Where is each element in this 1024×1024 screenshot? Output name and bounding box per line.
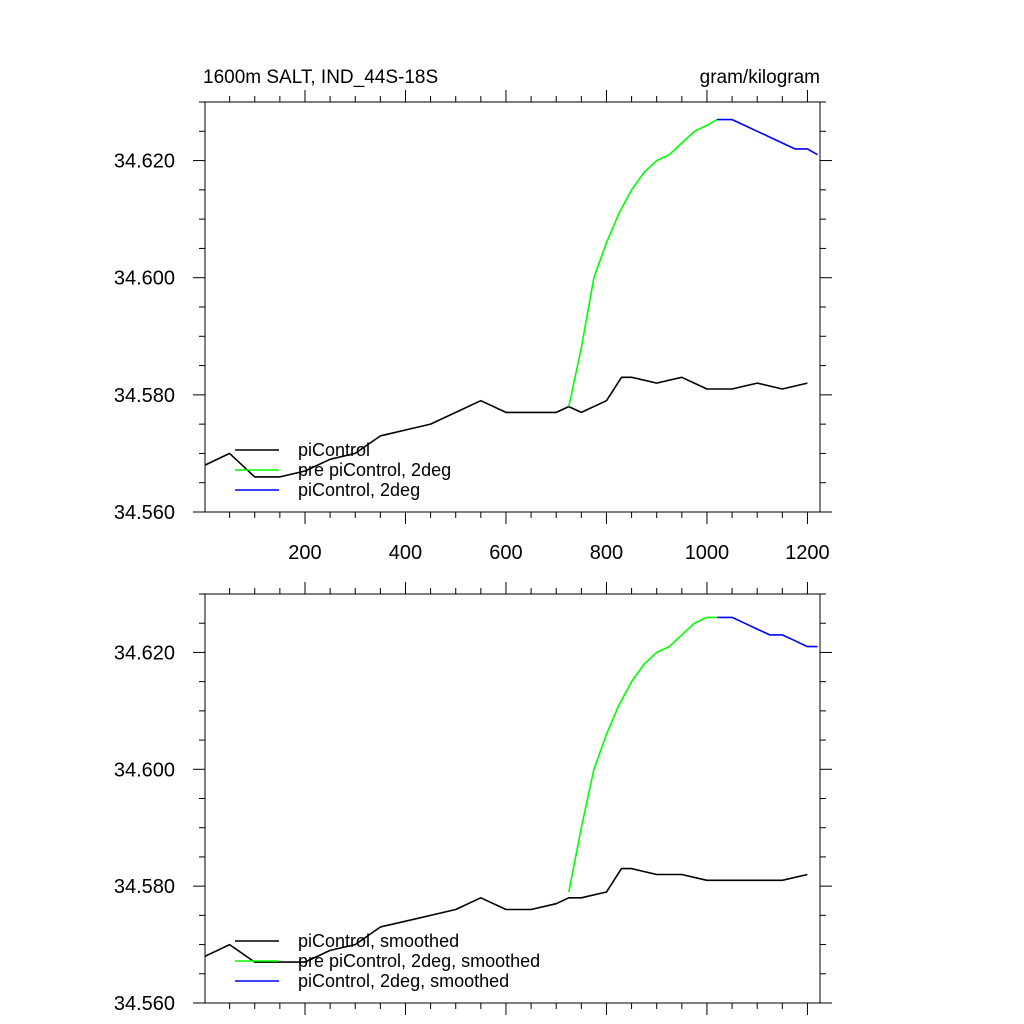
chart-title: 1600m SALT, IND_44S-18S: [203, 67, 438, 88]
legend-label-3: piControl, 2deg: [298, 480, 420, 500]
y-tick-label: 34.600: [114, 759, 175, 781]
x-tick-label: 1200: [785, 542, 830, 564]
legend-label-1: piControl, smoothed: [298, 931, 459, 951]
y-tick-label: 34.560: [114, 502, 175, 524]
series-line-2: [568, 616, 717, 893]
series-line-3: [717, 616, 818, 648]
x-tick-label: 800: [590, 542, 623, 564]
legend-label-2: pre piControl, 2deg: [298, 460, 451, 480]
y-tick-label: 34.620: [114, 642, 175, 664]
y-tick-label: 34.600: [114, 268, 175, 290]
series-line-1: [204, 376, 808, 478]
y-tick-label: 34.620: [114, 151, 175, 173]
x-tick-label: 200: [288, 542, 321, 564]
x-tick-label: 1000: [685, 542, 730, 564]
legend-label-2: pre piControl, 2deg, smoothed: [298, 951, 540, 971]
series-line-2: [568, 118, 718, 407]
x-tick-label: 400: [389, 542, 422, 564]
units-label: gram/kilogram: [700, 67, 820, 88]
y-tick-label: 34.560: [114, 993, 175, 1015]
y-tick-label: 34.580: [114, 876, 175, 898]
legend-label-1: piControl: [298, 440, 370, 460]
legend-label-3: piControl, 2deg, smoothed: [298, 971, 509, 991]
y-tick-label: 34.580: [114, 385, 175, 407]
series-line-1: [204, 867, 808, 963]
bottom-chart-panel: 34.560 34.580 34.600 34.620 piControl, smoot…: [114, 582, 832, 1015]
series-line-3: [717, 118, 818, 156]
top-chart-panel: 1600m SALT, IND_44S-18S gram/kilogram 20…: [114, 67, 832, 564]
x-tick-label: 600: [489, 542, 522, 564]
